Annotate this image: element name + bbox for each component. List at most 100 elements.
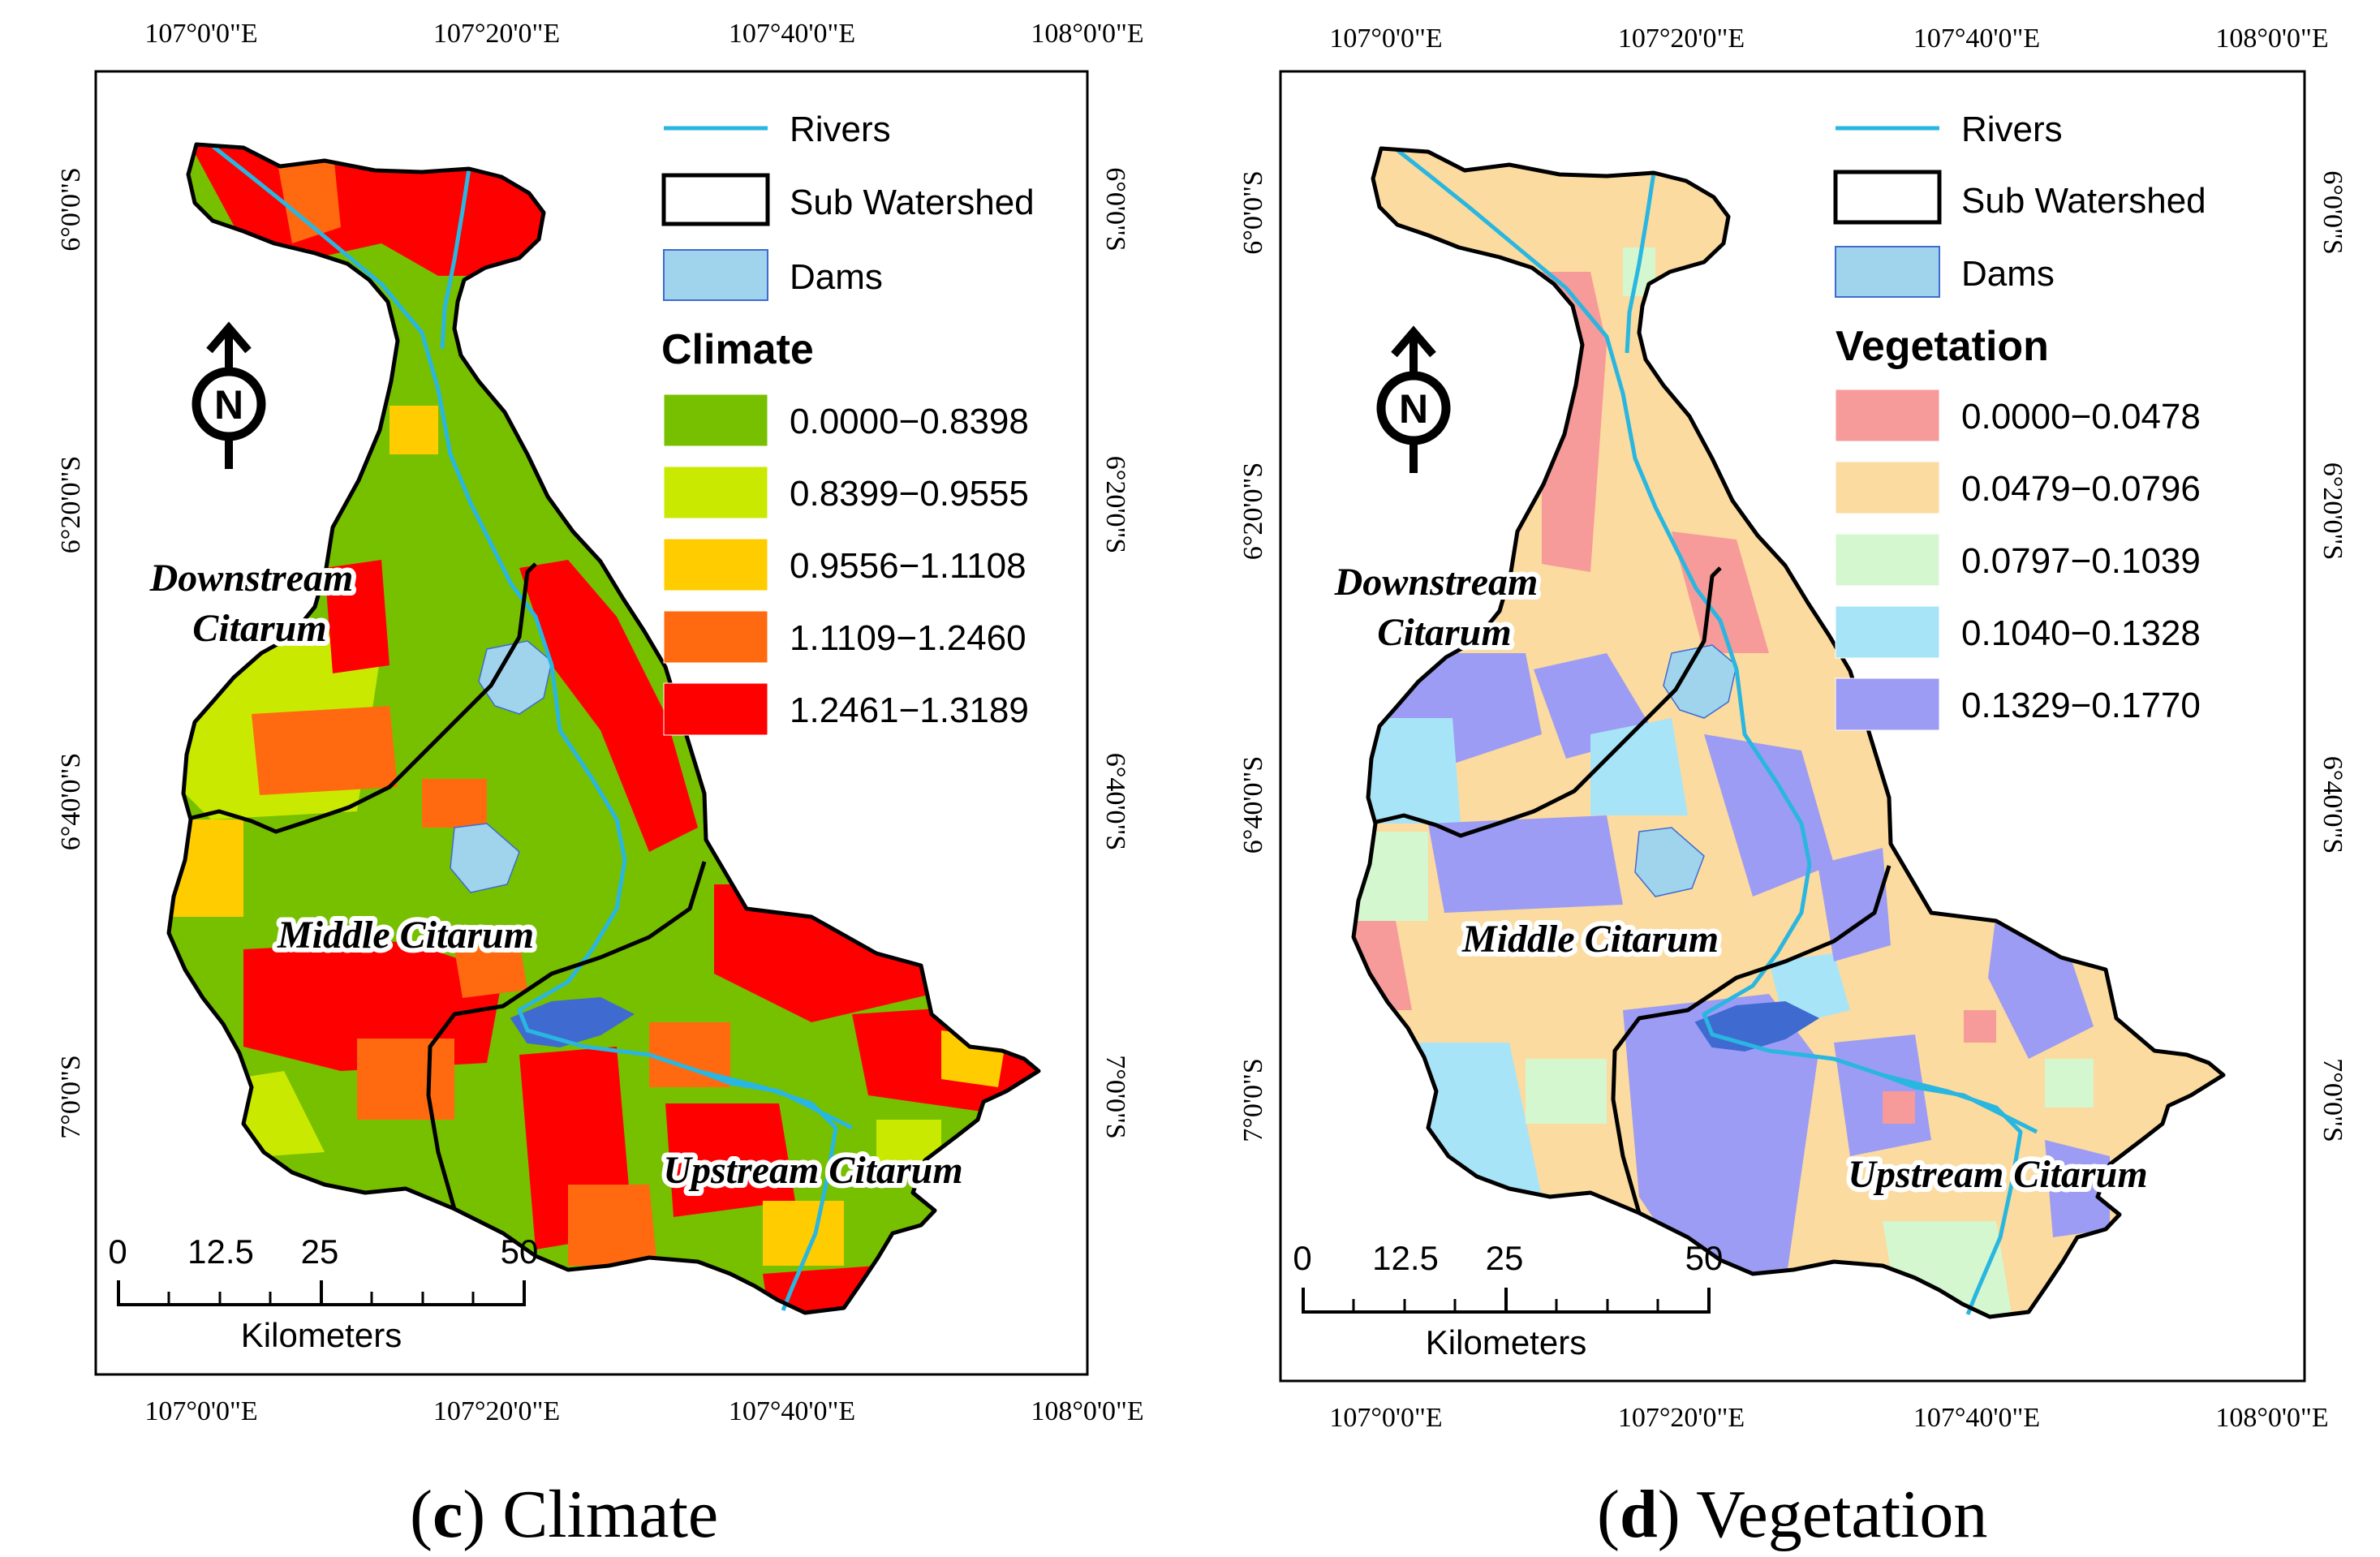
river bbox=[1625, 172, 1656, 354]
region-label-middle: Middle Citarum bbox=[1461, 918, 1719, 961]
class-patch bbox=[876, 1120, 941, 1168]
lat-label-right: 6°40'0"S bbox=[1100, 753, 1130, 851]
legend-label-rivers: Rivers bbox=[790, 110, 891, 149]
scale-unit: Kilometers bbox=[241, 1316, 402, 1354]
legend-swatch bbox=[1835, 389, 1940, 442]
legend-class-label: 0.1329−0.1770 bbox=[1961, 686, 2201, 725]
lat-label-left: 6°20'0"S bbox=[56, 456, 86, 554]
class-patch bbox=[454, 941, 527, 998]
legend-class-label: 1.2461−1.3189 bbox=[790, 690, 1029, 730]
caption-vegetation: (d) Vegetation bbox=[1597, 1477, 1988, 1552]
region-label-middle: Middle Citarum bbox=[277, 914, 534, 957]
lat-label-right: 7°0'0"S bbox=[2318, 1058, 2348, 1142]
lat-label-right: 6°20'0"S bbox=[2318, 462, 2348, 561]
class-patch bbox=[649, 1022, 730, 1087]
scale-tick-label: 12.5 bbox=[187, 1232, 254, 1271]
lon-label-bottom: 107°40'0"E bbox=[1913, 1403, 2040, 1433]
scale-tick-label: 25 bbox=[301, 1232, 339, 1271]
lon-label-bottom: 107°20'0"E bbox=[433, 1396, 560, 1426]
sub-watershed-boundary bbox=[426, 861, 707, 1210]
lon-label-top: 108°0'0"E bbox=[2215, 24, 2328, 54]
class-patch bbox=[1704, 734, 1834, 897]
region-label-downstream: Downstream bbox=[1334, 561, 1539, 604]
lat-label-left: 6°40'0"S bbox=[1238, 756, 1268, 854]
class-patch bbox=[1526, 1059, 1607, 1124]
caption-letter: c bbox=[432, 1477, 463, 1552]
legend-swatch bbox=[1835, 461, 1940, 514]
legend-swatch bbox=[1835, 605, 1940, 659]
scale-tick-label: 50 bbox=[1685, 1239, 1724, 1277]
legend-title: Climate bbox=[661, 326, 814, 373]
legend-label-dams: Dams bbox=[790, 257, 883, 297]
legend-dams-symbol bbox=[663, 249, 768, 301]
scale-tick-label: 12.5 bbox=[1372, 1239, 1439, 1277]
region-label-upstream: Upstream Citarum bbox=[1848, 1153, 2147, 1196]
class-patch bbox=[276, 146, 341, 243]
legend-dams-symbol bbox=[1835, 246, 1940, 298]
lat-label-left: 6°0'0"S bbox=[1238, 170, 1268, 255]
lon-label-top: 107°0'0"E bbox=[144, 19, 257, 49]
region-label-downstream: Citarum bbox=[192, 607, 326, 650]
class-patch bbox=[568, 1185, 657, 1266]
class-patch bbox=[2045, 1059, 2094, 1108]
region-label-downstream: Citarum bbox=[1377, 611, 1511, 654]
legend: Rivers Sub Watershed Dams Vegetation 0.0… bbox=[1833, 110, 2206, 731]
legend-class-label: 0.0000−0.8398 bbox=[790, 402, 1029, 441]
sub-watershed-boundary bbox=[1611, 865, 1892, 1214]
legend-class-label: 0.1040−0.1328 bbox=[1961, 613, 2201, 653]
scale-tick-label: 25 bbox=[1486, 1239, 1524, 1277]
legend: Rivers Sub Watershed Dams Climate 0.0000… bbox=[661, 110, 1035, 736]
class-patch bbox=[1590, 718, 1688, 815]
north-arrow-icon: N bbox=[192, 321, 266, 469]
lon-label-bottom: 107°20'0"E bbox=[1618, 1403, 1745, 1433]
class-patch bbox=[252, 706, 398, 795]
legend-swatch bbox=[663, 610, 768, 664]
svg-text:N: N bbox=[214, 382, 243, 428]
lon-label-top: 107°0'0"E bbox=[1329, 24, 1442, 54]
scale-unit: Kilometers bbox=[1426, 1323, 1586, 1361]
legend-swatch bbox=[663, 466, 768, 519]
class-patch bbox=[763, 1266, 876, 1313]
scale-tick-label: 50 bbox=[501, 1232, 539, 1271]
lon-label-top: 107°20'0"E bbox=[1618, 24, 1745, 54]
caption-text: Vegetation bbox=[1696, 1477, 1988, 1552]
lat-label-left: 7°0'0"S bbox=[1238, 1058, 1268, 1142]
sub-watershed-boundary bbox=[191, 562, 537, 834]
legend-class-label: 1.1109−1.2460 bbox=[790, 618, 1026, 658]
class-patch bbox=[422, 779, 487, 828]
legend-swatch bbox=[1835, 677, 1940, 731]
class-patch bbox=[389, 406, 438, 454]
river bbox=[1882, 1073, 2038, 1134]
class-patch bbox=[763, 1201, 844, 1266]
river bbox=[1396, 148, 2023, 1315]
lat-label-left: 6°20'0"S bbox=[1238, 462, 1268, 561]
scale-tick-label: 0 bbox=[108, 1232, 127, 1271]
lon-label-top: 107°20'0"E bbox=[433, 19, 560, 49]
lon-label-bottom: 107°0'0"E bbox=[1329, 1403, 1442, 1433]
class-patch bbox=[187, 144, 552, 276]
legend-swatch bbox=[663, 538, 768, 591]
lon-label-bottom: 107°0'0"E bbox=[144, 1396, 257, 1426]
lat-label-right: 6°0'0"S bbox=[1100, 167, 1130, 252]
legend-class-label: 0.8399−0.9555 bbox=[790, 474, 1029, 514]
class-patch bbox=[1818, 848, 1891, 961]
lat-label-left: 7°0'0"S bbox=[56, 1055, 86, 1139]
dam-jatiluhur bbox=[1663, 644, 1737, 719]
class-patch bbox=[1883, 1091, 1915, 1124]
panel-vegetation: 107°0'0"E 107°20'0"E 107°40'0"E 108°0'0"… bbox=[1238, 24, 2348, 1433]
region-label-downstream: Downstream bbox=[149, 557, 354, 600]
legend-class-label: 0.0797−0.1039 bbox=[1961, 541, 2201, 581]
scale-bar: 0 12.5 25 50 Kilometers bbox=[1293, 1239, 1723, 1361]
legend-swatch bbox=[663, 682, 768, 736]
class-patch bbox=[357, 1039, 454, 1120]
legend-label-sub-watershed: Sub Watershed bbox=[790, 183, 1035, 222]
lat-label-right: 6°40'0"S bbox=[2318, 756, 2348, 854]
panel-climate: 107°0'0"E 107°20'0"E 107°40'0"E 108°0'0"… bbox=[56, 19, 1144, 1426]
class-patch bbox=[1672, 531, 1769, 653]
caption-letter: d bbox=[1619, 1477, 1658, 1552]
legend-class-label: 0.0479−0.0796 bbox=[1961, 469, 2201, 509]
lat-label-left: 6°40'0"S bbox=[56, 753, 86, 851]
lon-label-top: 108°0'0"E bbox=[1031, 19, 1143, 49]
lat-label-left: 6°0'0"S bbox=[56, 167, 86, 252]
legend-subwatershed-symbol bbox=[661, 173, 770, 226]
